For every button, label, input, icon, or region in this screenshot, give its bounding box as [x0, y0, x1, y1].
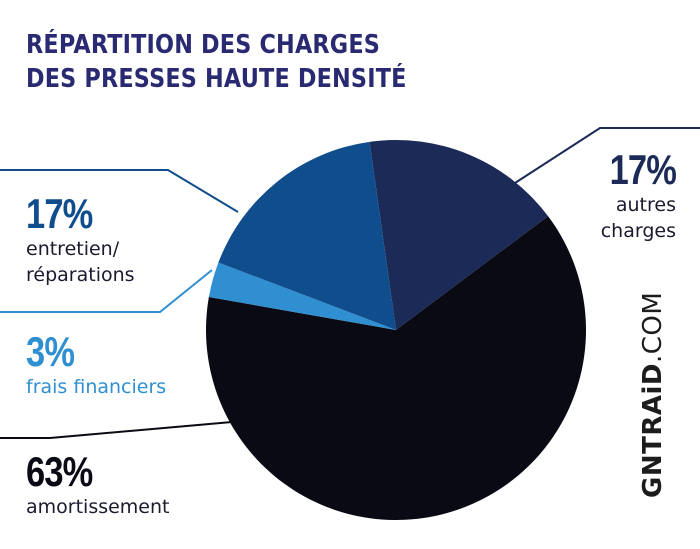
leader-line-frais [0, 269, 213, 313]
pie-slice-amortissement [206, 216, 587, 521]
pie-slice-autres-charges [369, 140, 549, 330]
label-amort-percent: 63% [26, 448, 93, 495]
label-autres-percent: 17% [609, 146, 677, 193]
leader-line-amort [0, 421, 233, 439]
pie-slice-frais-financiers [208, 262, 396, 330]
leader-line-entretien [0, 169, 239, 213]
label-entretien-percent: 17% [26, 190, 93, 237]
watermark-domain: .COM [638, 291, 668, 364]
leader-line-autres [514, 127, 700, 184]
label-entretien-desc-2: réparations [26, 264, 135, 286]
pie-slice-entretien-réparations [218, 141, 396, 330]
watermark-brand: GNTRAiD [638, 363, 668, 498]
chart-title-line-1: RÉPARTITION DES CHARGES [26, 30, 381, 60]
label-amort-desc: amortissement [26, 496, 170, 518]
label-frais-percent: 3% [26, 328, 75, 375]
chart-title: RÉPARTITION DES CHARGES DES PRESSES HAUT… [26, 28, 407, 96]
label-autres-desc-1: autres [615, 194, 676, 216]
label-autres-desc-2: charges [600, 220, 676, 242]
chart-title-line-2: DES PRESSES HAUTE DENSITÉ [26, 64, 407, 94]
label-autres-charges: 17% autres charges [595, 146, 677, 244]
site-watermark: GNTRAiD.COM [636, 283, 670, 498]
label-entretien-desc-1: entretien/ [26, 238, 120, 260]
label-frais-desc: frais financiers [26, 376, 167, 398]
pie-slices [206, 140, 587, 521]
leader-lines [0, 127, 700, 439]
label-amortissement: 63% amortissement [26, 450, 170, 520]
label-frais-financiers: 3% frais financiers [26, 330, 166, 400]
label-entretien: 17% entretien/ réparations [26, 192, 135, 288]
